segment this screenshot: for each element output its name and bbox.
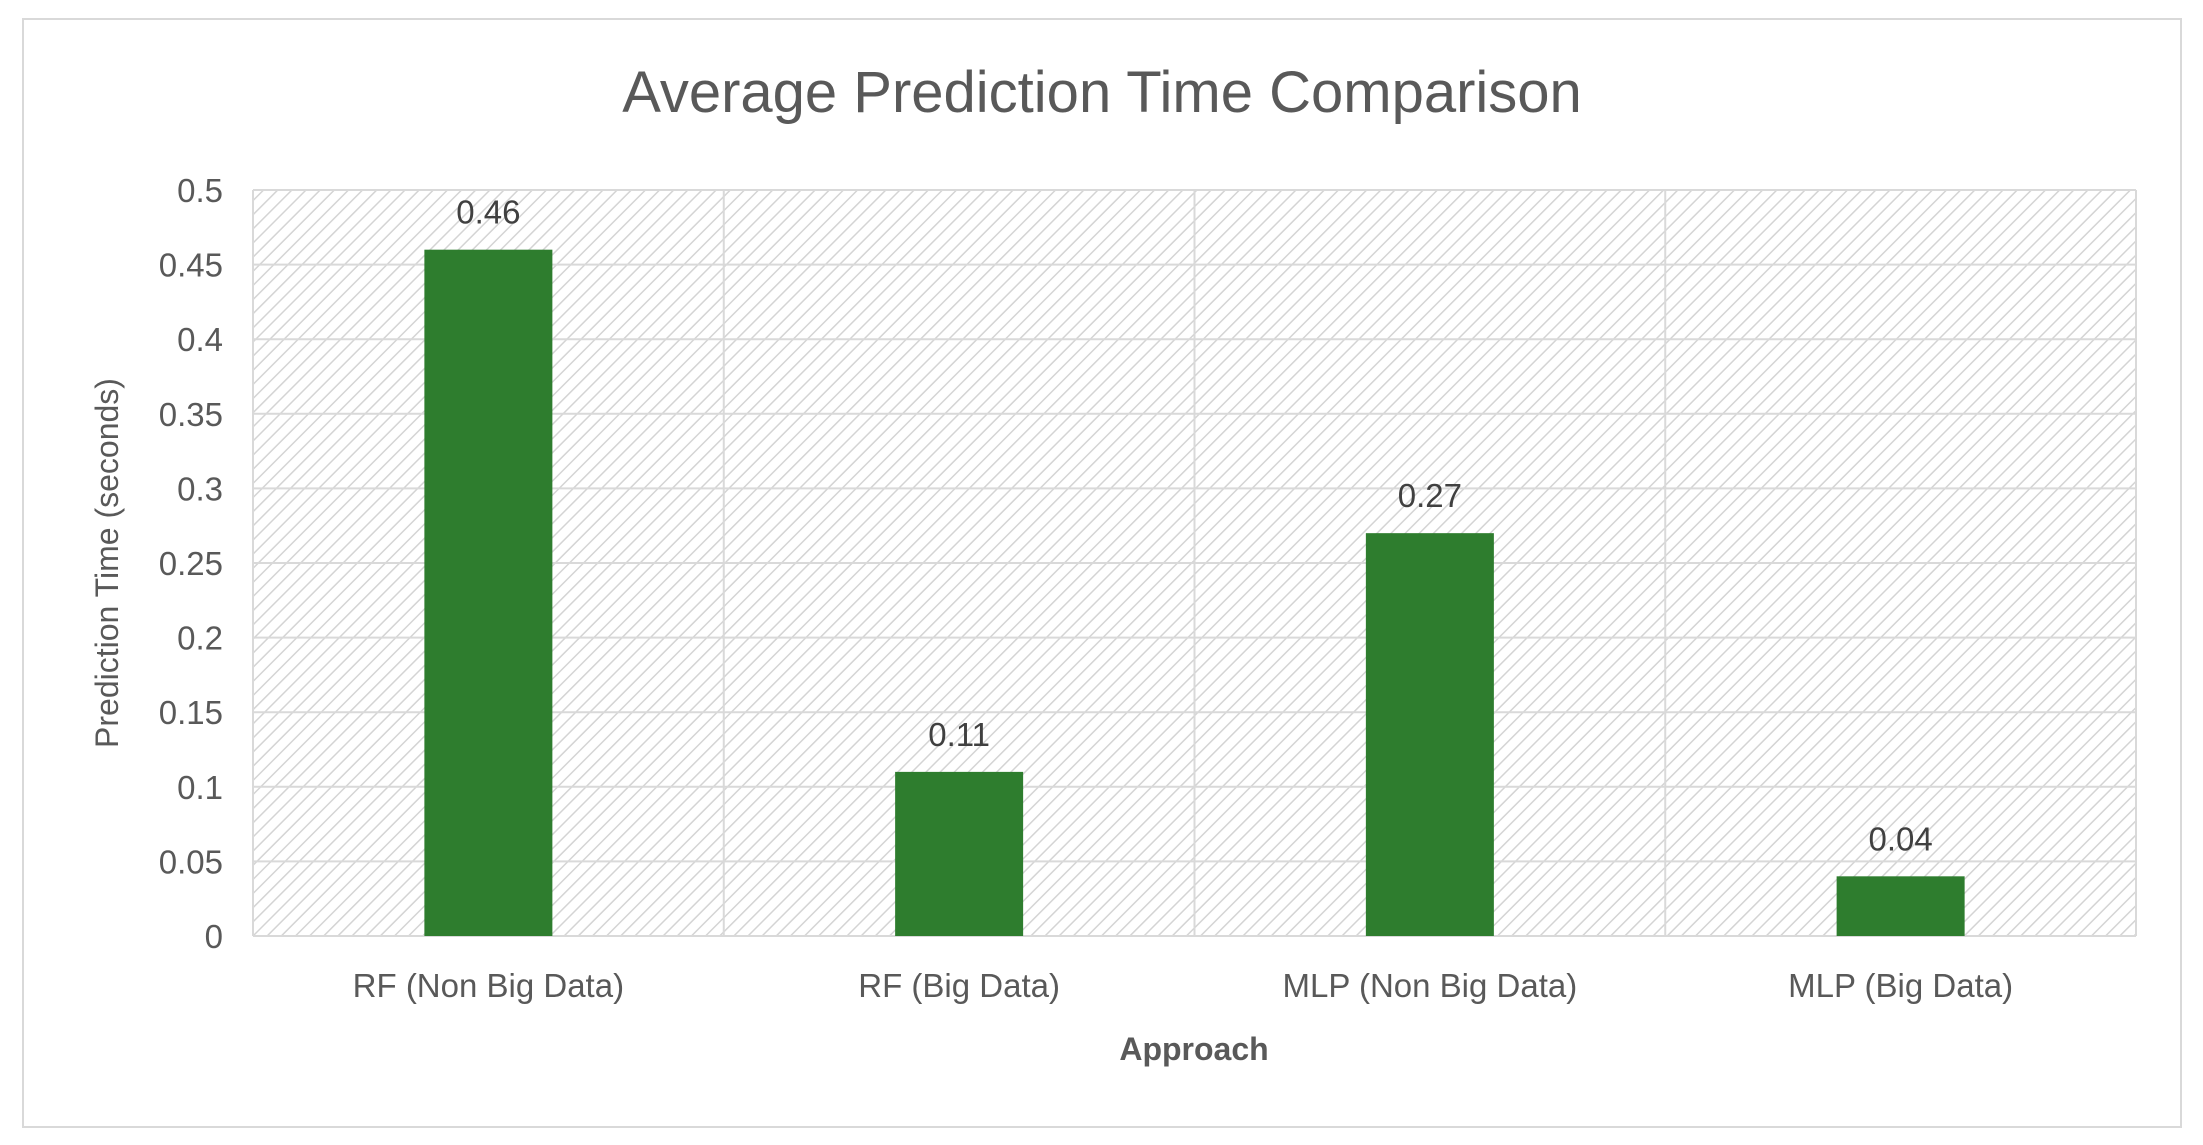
y-tick-label: 0 <box>205 918 223 955</box>
x-tick-label: RF (Non Big Data) <box>353 967 624 1004</box>
y-tick-label: 0.05 <box>159 843 223 880</box>
y-tick-label: 0.3 <box>177 470 223 507</box>
y-axis-ticks: 0 0.05 0.1 0.15 0.2 0.25 0.3 0.35 0.4 0.45 0.5 <box>159 172 223 955</box>
x-tick-label: RF (Big Data) <box>858 967 1060 1004</box>
x-axis-categories: RF (Non Big Data) RF (Big Data) MLP (Non B… <box>353 967 2013 1004</box>
y-tick-label: 0.1 <box>177 769 223 806</box>
x-tick-label: MLP (Non Big Data) <box>1283 967 1578 1004</box>
bars <box>424 249 1965 936</box>
data-label: 0.11 <box>928 716 990 753</box>
bar <box>424 249 553 936</box>
y-tick-label: 0.5 <box>177 172 223 209</box>
y-tick-label: 0.15 <box>159 694 223 731</box>
data-label: 0.04 <box>1869 820 1933 857</box>
y-tick-label: 0.35 <box>159 396 223 433</box>
y-tick-label: 0.4 <box>177 321 223 358</box>
y-tick-label: 0.2 <box>177 620 223 657</box>
y-tick-label: 0.25 <box>159 545 223 582</box>
gridlines <box>252 189 2137 937</box>
x-tick-label: MLP (Big Data) <box>1788 967 2013 1004</box>
y-axis-title: Prediction Time (seconds) <box>89 378 125 748</box>
data-label: 0.27 <box>1398 477 1462 514</box>
y-tick-label: 0.45 <box>159 247 223 284</box>
data-label: 0.46 <box>456 194 520 231</box>
chart-title: Average Prediction Time Comparison <box>622 60 1582 125</box>
bar <box>1365 533 1494 936</box>
bar <box>1836 876 1965 936</box>
data-labels: 0.46 0.11 0.27 0.04 <box>456 194 1932 858</box>
x-axis-title: Approach <box>1119 1031 1268 1067</box>
bar <box>895 771 1024 936</box>
